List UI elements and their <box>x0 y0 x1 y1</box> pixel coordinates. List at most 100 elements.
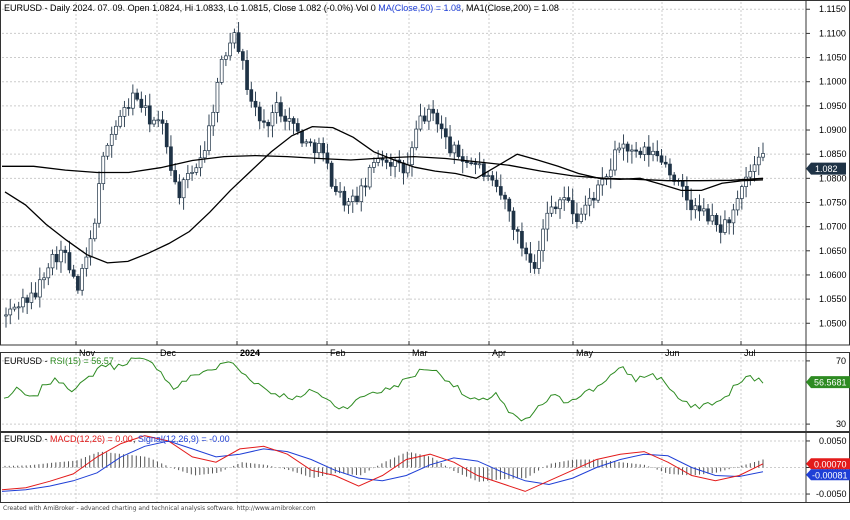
candle-down <box>507 198 512 212</box>
candle-down <box>685 185 689 201</box>
candle-up <box>579 213 584 222</box>
candle-down <box>283 115 287 122</box>
candle-up <box>744 176 748 187</box>
candle-down <box>300 130 304 144</box>
candle-up <box>97 183 101 224</box>
candle-up <box>549 206 554 214</box>
candle-down <box>325 152 330 164</box>
candle-up <box>608 169 613 177</box>
price-tick-label: 1.1100 <box>819 28 846 38</box>
price-tick-label: 1.0700 <box>819 222 847 232</box>
candle-down <box>334 186 338 192</box>
candle-up <box>270 112 275 127</box>
price-tick-label: 1.0650 <box>819 246 847 256</box>
candle-up <box>600 178 605 186</box>
price-tick-label: 1.0600 <box>819 270 847 280</box>
candle-down <box>431 108 435 114</box>
rsi-tick-label: 70 <box>836 356 846 366</box>
candle-up <box>287 118 292 122</box>
candle-up <box>4 314 8 317</box>
rsi-panel-header: EURUSD - RSI(15) = 56.57 <box>4 356 114 366</box>
candle-down <box>714 215 719 226</box>
candle-down <box>262 120 266 123</box>
rsi-value-label: 56.5681 <box>814 378 847 388</box>
candle-down <box>291 118 296 124</box>
price-panel-header: EURUSD - Daily 2024. 07. 09. Open 1.0824… <box>4 3 559 13</box>
candle-down <box>67 252 72 271</box>
candle-up <box>545 212 550 230</box>
candle-up <box>761 153 765 158</box>
candle-up <box>46 267 51 279</box>
candle-up <box>731 209 736 224</box>
candle-up <box>651 150 655 156</box>
candle-down <box>71 269 76 277</box>
x-tick-label: Dec <box>160 348 177 358</box>
ma50-line <box>4 125 764 264</box>
last-price-label: 1.082 <box>815 164 838 174</box>
candle-down <box>253 100 258 108</box>
candle-down <box>532 262 537 269</box>
candle-down <box>388 162 393 167</box>
candle-up <box>211 111 216 127</box>
candle-down <box>160 119 165 124</box>
candle-down <box>295 123 300 132</box>
candle-up <box>12 306 17 310</box>
candle-up <box>642 146 647 155</box>
macd-panel-header: EURUSD - MACD(12,26) = 0.00, Signal(12,2… <box>4 434 230 444</box>
candle-up <box>232 32 237 44</box>
candle-up <box>756 156 761 166</box>
candle-down <box>355 195 359 202</box>
candle-down <box>498 186 503 196</box>
candle-down <box>245 60 249 90</box>
candle-down <box>240 51 245 61</box>
candle-down <box>689 199 693 211</box>
price-tick-label: 1.0500 <box>819 318 847 328</box>
candle-up <box>304 141 309 144</box>
candle-up <box>202 150 207 159</box>
candle-down <box>342 190 347 206</box>
candle-up <box>21 297 25 308</box>
candle-up <box>346 201 351 206</box>
x-tick-label: Jul <box>744 348 756 358</box>
candle-up <box>621 143 626 149</box>
candle-down <box>439 123 444 130</box>
header-ma200-label: MA1(Close,200) = 1.08 <box>466 3 559 13</box>
candle-up <box>274 102 279 113</box>
price-tick-label: 1.0900 <box>819 125 847 135</box>
candle-up <box>50 253 55 269</box>
candle-up <box>88 238 93 258</box>
price-tick-label: 1.1150 <box>819 4 846 14</box>
candle-down <box>126 107 131 109</box>
candle-down <box>147 105 152 125</box>
candle-down <box>494 179 499 187</box>
candle-up <box>198 157 203 169</box>
candle-down <box>401 162 406 174</box>
rsi-value-box <box>806 376 850 389</box>
candle-up <box>59 249 63 263</box>
candle-down <box>727 219 732 224</box>
candle-up <box>143 105 148 108</box>
candle-up <box>37 279 42 298</box>
signal-value-box <box>806 469 850 481</box>
rsi-tick-label: 30 <box>836 419 846 429</box>
candle-up <box>710 215 715 222</box>
candle-up <box>541 228 545 252</box>
candle-up <box>109 133 114 146</box>
candle-down <box>380 158 385 161</box>
candle-up <box>376 158 381 163</box>
candle-down <box>177 181 182 199</box>
candle-down <box>266 121 271 127</box>
candle-up <box>613 149 617 171</box>
macd-header-macd-label: MACD(12,26) = 0.00 <box>50 434 133 444</box>
candle-down <box>575 213 579 222</box>
candle-down <box>139 98 144 108</box>
header-symbol: EURUSD <box>4 3 43 13</box>
candle-down <box>76 276 80 291</box>
candle-up <box>350 195 355 202</box>
candle-up <box>418 115 423 130</box>
candle-down <box>321 143 326 154</box>
candles <box>4 22 765 328</box>
candle-up <box>215 82 220 113</box>
candle-down <box>503 194 507 200</box>
